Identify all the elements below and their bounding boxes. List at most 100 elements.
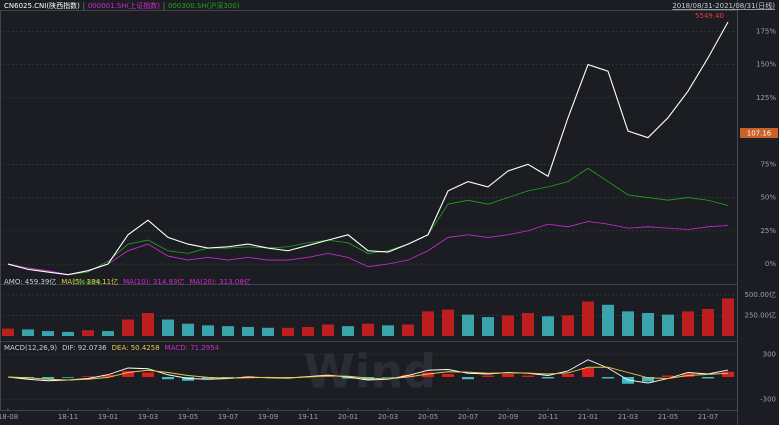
amount-bar <box>362 323 374 336</box>
amount-bar <box>562 315 574 336</box>
y-tick-label: -300 <box>760 396 776 404</box>
x-tick-label: 20-09 <box>498 413 518 421</box>
legend-entry: 000300.SH(沪深300) <box>168 1 240 10</box>
macd-bar <box>222 377 234 378</box>
macd-line <box>7 366 729 381</box>
amount-bar <box>182 323 194 336</box>
panel-label: DIF: 92.0736 <box>62 344 107 352</box>
x-tick-label: 21-05 <box>658 413 678 421</box>
amount-bar <box>2 328 14 336</box>
macd-bar <box>502 374 514 377</box>
macd-bar <box>142 372 154 377</box>
amount-bar <box>582 301 594 336</box>
amount-bar <box>442 309 454 336</box>
amount-bar <box>162 319 174 336</box>
x-tick-label: 21-07 <box>698 413 718 421</box>
amount-bar <box>662 314 674 336</box>
amount-bar <box>602 304 614 336</box>
x-tick-label: 19-11 <box>298 413 318 421</box>
amount-bar <box>242 326 254 336</box>
series-line <box>7 167 729 276</box>
x-tick-label: 19-07 <box>218 413 238 421</box>
y-tick-label: 500.00亿 <box>745 290 777 299</box>
x-tick-label: 18-11 <box>58 413 78 421</box>
macd-bar <box>62 377 74 378</box>
macd-bar <box>702 377 714 379</box>
amount-bar <box>642 313 654 336</box>
amount-bar <box>322 324 334 336</box>
max-label: 5549.40 <box>695 12 724 20</box>
amount-bar <box>282 327 294 336</box>
macd-bar <box>422 372 434 377</box>
min-label: 1744.29 <box>72 279 101 287</box>
macd-bar <box>562 374 574 377</box>
macd-bar <box>482 375 494 377</box>
macd-bar <box>42 377 54 380</box>
panel-label: MA(20): 313.08亿 <box>189 277 250 286</box>
watermark: Wind <box>304 345 436 399</box>
amount-bar <box>682 311 694 336</box>
current-label: 107.16 <box>747 130 772 138</box>
current-marker <box>740 128 778 138</box>
panel-label: DEA: 50.4258 <box>112 344 160 352</box>
amount-bar <box>382 325 394 336</box>
panel-label: MA(10): 314.93亿 <box>123 277 184 286</box>
series-line <box>7 221 729 276</box>
macd-bar <box>102 374 114 377</box>
amount-bar <box>502 315 514 336</box>
macd-bar <box>382 377 394 378</box>
amount-bar <box>422 311 434 336</box>
amount-bar <box>202 325 214 336</box>
panel-label: AMO: 459.39亿 <box>4 277 56 286</box>
amount-bar <box>522 313 534 336</box>
macd-bar <box>542 377 554 379</box>
panel-label: MACD: 71.2954 <box>165 344 220 352</box>
y-tick-label: 50% <box>760 194 776 202</box>
x-tick-label: 20-01 <box>338 413 358 421</box>
y-tick-label: 150% <box>756 61 776 69</box>
amount-bar <box>82 330 94 336</box>
amount-bar <box>342 326 354 336</box>
amount-bar <box>622 311 634 336</box>
amount-bar <box>462 314 474 336</box>
series-line <box>7 21 729 276</box>
amount-bar <box>482 317 494 336</box>
amount-bar <box>142 313 154 336</box>
amount-bar <box>62 331 74 336</box>
y-tick-label: 75% <box>760 160 776 168</box>
macd-bar <box>662 375 674 377</box>
legend-entry: CN6025.CNI(陕西指数) <box>4 1 80 10</box>
amount-bar <box>122 319 134 336</box>
amount-bar <box>702 308 714 336</box>
amount-bar <box>42 331 54 336</box>
legend-entry: 000001.SH(上证指数) <box>88 1 160 10</box>
macd-bar <box>582 368 594 377</box>
y-tick-label: 0% <box>765 260 776 268</box>
y-tick-label: 300 <box>763 351 776 359</box>
amount-bar <box>262 327 274 336</box>
macd-bar <box>722 371 734 377</box>
x-tick-label: 20-07 <box>458 413 478 421</box>
y-tick-label: 125% <box>756 94 776 102</box>
amount-bar <box>722 298 734 336</box>
panel-label: MA(5): 384.11亿 <box>61 277 118 286</box>
macd-bar <box>462 377 474 380</box>
amount-bar <box>102 331 114 336</box>
macd-bar <box>522 375 534 377</box>
y-tick-label: 250.00亿 <box>745 310 777 319</box>
amount-bar <box>302 326 314 336</box>
macd-bar <box>82 376 94 377</box>
x-tick-label: 19-09 <box>258 413 278 421</box>
x-tick-label: 20-11 <box>538 413 558 421</box>
macd-line <box>7 359 729 384</box>
macd-bar <box>162 377 174 380</box>
x-tick-label: 20-03 <box>378 413 398 421</box>
x-tick-label: 19-01 <box>98 413 118 421</box>
macd-bar <box>442 374 454 377</box>
panel-label: MACD(12,26,9) <box>4 344 57 352</box>
x-tick-label: 18-08 <box>0 413 18 421</box>
macd-bar <box>602 377 614 379</box>
y-tick-label: 175% <box>756 27 776 35</box>
x-tick-label: 19-05 <box>178 413 198 421</box>
